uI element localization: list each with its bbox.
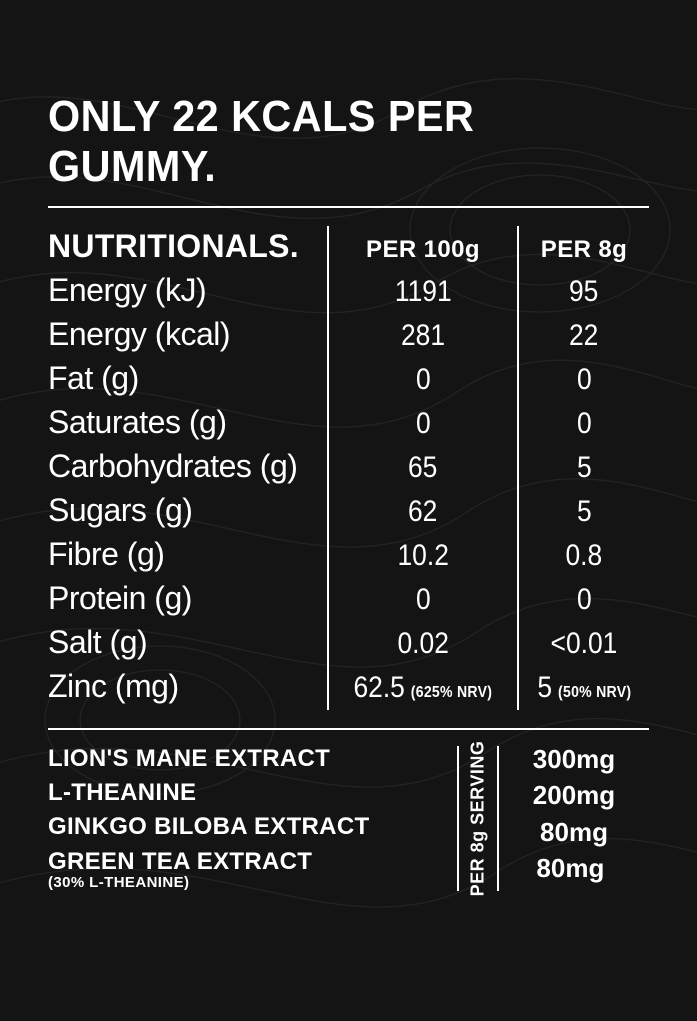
serving-column: PER 8g SERVING	[457, 746, 499, 891]
table-row: Energy (kcal) 281 22	[48, 314, 649, 358]
nutrient-value-per-100g: 0	[416, 407, 431, 441]
nutrient-label: Salt (g)	[48, 624, 147, 660]
nutritionals-title: NUTRITIONALS.	[48, 228, 299, 264]
table-row: Fibre (g) 10.2 0.8	[48, 534, 649, 578]
nutrient-value-per-8g: 5	[577, 451, 592, 485]
nutritionals-table: NUTRITIONALS. PER 100g PER 8g Energy (kJ…	[48, 226, 649, 710]
nutrient-value-per-8g: 95	[569, 275, 598, 309]
extract-value: 200mg	[499, 782, 649, 809]
nutrient-value-per-8g: 5	[577, 495, 592, 529]
nutrient-label: Energy (kcal)	[48, 316, 230, 352]
nutrient-value-per-100g: 1191	[395, 275, 452, 309]
serving-label: PER 8g SERVING	[468, 740, 489, 896]
nutrient-value-per-100g: 0	[416, 583, 431, 617]
nutrient-value-per-8g: 0	[577, 407, 592, 441]
nutrient-value-per-8g: 0	[577, 583, 592, 617]
nrv-note: (625% NRV)	[407, 684, 493, 701]
nutrient-value-per-100g: 0	[416, 363, 431, 397]
nutrient-value-per-100g: 281	[401, 319, 445, 353]
extract-value: 80mg	[499, 855, 649, 882]
col-header-1: PER 100g	[366, 236, 480, 263]
nutrient-value-per-100g: 0.02	[397, 627, 448, 661]
extract-label: GINKGO BILOBA EXTRACT	[48, 814, 457, 839]
nutrient-value-per-8g: 0.8	[566, 539, 603, 573]
nutrient-label: Energy (kJ)	[48, 272, 206, 308]
table-row: Fat (g) 0 0	[48, 358, 649, 402]
nutrient-label: Carbohydrates (g)	[48, 448, 297, 484]
nrv-note: (50% NRV)	[553, 684, 630, 701]
nutrient-value-per-100g: 65	[408, 451, 437, 485]
table-row: Saturates (g) 0 0	[48, 402, 649, 446]
nutrient-label: Fibre (g)	[48, 536, 164, 572]
nutrient-value-per-100g: 62.5 (625% NRV)	[354, 671, 493, 705]
nutrient-value-per-100g: 10.2	[397, 539, 448, 573]
extract-label: GREEN TEA EXTRACT(30% L-THEANINE)	[48, 849, 457, 891]
extract-label: L-THEANINE	[48, 780, 457, 805]
nutrient-value-per-100g: 62	[408, 495, 437, 529]
extract-label: LION'S MANE EXTRACT	[48, 746, 457, 771]
nutrient-value-per-8g: 5 (50% NRV)	[537, 671, 631, 705]
extract-sublabel: (30% L-THEANINE)	[48, 875, 457, 891]
table-row: Zinc (mg) 62.5 (625% NRV) 5 (50% NRV)	[48, 666, 649, 710]
nutrient-value-per-8g: 22	[569, 319, 598, 353]
top-rule	[48, 206, 649, 208]
nutrient-value-per-8g: <0.01	[551, 627, 618, 661]
nutrition-panel: ONLY 22 KCALS PER GUMMY. NUTRITIONALS. P…	[48, 92, 649, 891]
nutrient-label: Sugars (g)	[48, 492, 192, 528]
col-header-2: PER 8g	[541, 236, 627, 263]
headline: ONLY 22 KCALS PER GUMMY.	[48, 92, 613, 192]
table-row: Salt (g) 0.02 <0.01	[48, 622, 649, 666]
nutrient-label: Saturates (g)	[48, 404, 226, 440]
nutrient-value-per-8g: 0	[577, 363, 592, 397]
nutrient-label: Zinc (mg)	[48, 668, 179, 704]
table-row: Protein (g) 0 0	[48, 578, 649, 622]
extract-value: 80mg	[499, 819, 649, 846]
nutrient-label: Protein (g)	[48, 580, 192, 616]
table-row: Carbohydrates (g) 65 5	[48, 446, 649, 490]
table-row: Energy (kJ) 1191 95	[48, 270, 649, 314]
nutrient-label: Fat (g)	[48, 360, 139, 396]
table-row: Sugars (g) 62 5	[48, 490, 649, 534]
extract-value: 300mg	[499, 746, 649, 773]
extracts-section: LION'S MANE EXTRACT L-THEANINE GINKGO BILO…	[48, 728, 649, 891]
